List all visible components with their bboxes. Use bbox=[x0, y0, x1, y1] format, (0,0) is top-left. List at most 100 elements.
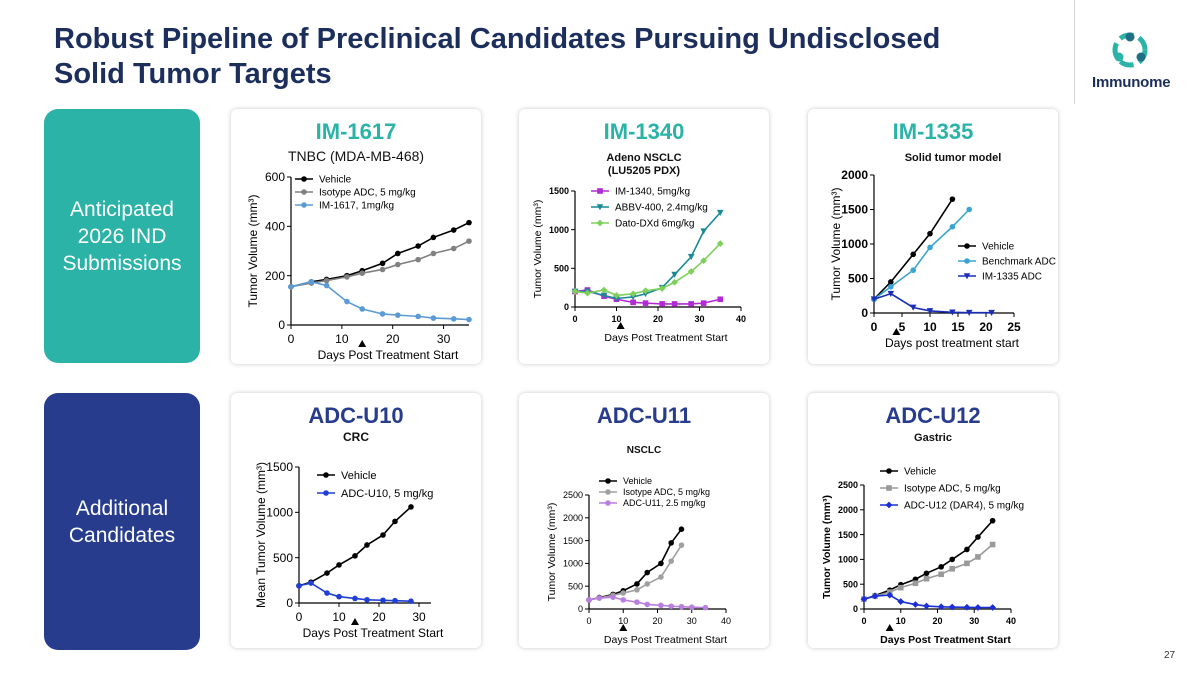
series-1 bbox=[871, 196, 956, 302]
x-axis-label: Days Post Treatment Start bbox=[318, 348, 459, 362]
chart-subtitle: CRC bbox=[343, 430, 369, 444]
data-point bbox=[634, 587, 640, 593]
data-point bbox=[450, 227, 457, 233]
y-tick-label: 1000 bbox=[549, 225, 569, 235]
data-point bbox=[600, 286, 608, 294]
data-point bbox=[600, 292, 608, 299]
data-point bbox=[642, 287, 649, 295]
data-point bbox=[658, 560, 664, 567]
y-tick-label: 500 bbox=[843, 579, 858, 589]
data-point bbox=[948, 603, 956, 611]
x-tick-label: 10 bbox=[923, 320, 937, 334]
legend-swatch-marker bbox=[963, 273, 971, 280]
x-tick-label: 0 bbox=[861, 616, 866, 626]
y-tick-label: 0 bbox=[286, 596, 293, 610]
data-point bbox=[949, 309, 956, 316]
data-point bbox=[964, 546, 970, 553]
data-point bbox=[634, 599, 640, 605]
data-point bbox=[430, 250, 437, 257]
data-point bbox=[910, 251, 916, 258]
data-point bbox=[870, 296, 878, 303]
data-point bbox=[717, 296, 724, 303]
chart-im1617: IM-1617 TNBC (MDA-MB-468) 0 200 400 600 0 10 20 3… bbox=[246, 119, 472, 362]
data-point bbox=[352, 553, 358, 559]
data-point bbox=[949, 566, 955, 572]
data-point bbox=[700, 257, 708, 264]
page-title: Robust Pipeline of Preclinical Candidate… bbox=[54, 23, 941, 90]
data-point bbox=[700, 228, 707, 235]
legend-label: IM-1335 ADC bbox=[982, 272, 1042, 283]
data-point bbox=[888, 283, 894, 290]
data-point bbox=[596, 595, 603, 601]
y-tick-label: 500 bbox=[554, 263, 569, 273]
x-axis-label: Days Post Treatment Start bbox=[880, 634, 1011, 646]
y-tick-label: 2500 bbox=[563, 490, 583, 500]
data-point bbox=[678, 526, 685, 532]
data-point bbox=[668, 540, 674, 546]
legend-swatch-marker bbox=[964, 243, 970, 249]
legend-swatch-marker bbox=[605, 500, 611, 506]
series-3 bbox=[586, 594, 709, 611]
data-point bbox=[336, 562, 342, 568]
dosing-marker-icon bbox=[616, 322, 625, 329]
chart-subtitle: NSCLC bbox=[627, 445, 661, 456]
data-point bbox=[395, 250, 401, 257]
chart-title: ADC-U10 bbox=[308, 403, 403, 428]
y-tick-label: 2000 bbox=[563, 513, 583, 523]
x-tick-label: 0 bbox=[871, 320, 878, 334]
x-tick-label: 0 bbox=[288, 332, 295, 346]
data-point bbox=[989, 541, 996, 548]
data-point bbox=[620, 590, 627, 596]
data-point bbox=[687, 253, 695, 261]
series-1 bbox=[288, 219, 472, 290]
sidebar-bottom-label: Additional Candidates bbox=[68, 496, 176, 547]
data-point bbox=[912, 601, 919, 608]
chart-adcu11: ADC-U11 NSCLC 0 500 1000 1500 2000 2500 0 10 20 30 4… bbox=[546, 403, 731, 646]
legend-swatch-marker bbox=[886, 485, 892, 491]
y-tick-label: 1000 bbox=[841, 237, 868, 251]
data-point bbox=[364, 597, 370, 603]
sidebar-additional-candidates: Additional Candidates bbox=[44, 393, 200, 650]
data-point bbox=[466, 316, 472, 323]
x-axis-label: Days Post Treatment Start bbox=[604, 332, 727, 344]
data-point bbox=[430, 234, 437, 241]
data-point bbox=[897, 598, 905, 605]
x-tick-label: 20 bbox=[653, 314, 663, 324]
data-point bbox=[937, 603, 945, 611]
legend-label: ADC-U10, 5 mg/kg bbox=[341, 488, 433, 500]
x-axis-label: Days Post Treatment Start bbox=[604, 634, 727, 646]
chart-title: IM-1335 bbox=[893, 119, 974, 144]
legend-label: ADC-U12 (DAR4), 5 mg/kg bbox=[904, 501, 1024, 512]
sidebar-top-label: Anticipated 2026 IND Submissions bbox=[62, 197, 182, 275]
y-tick-label: 0 bbox=[564, 302, 569, 312]
chart-title: IM-1617 bbox=[316, 119, 397, 144]
data-point bbox=[949, 196, 956, 202]
data-point bbox=[415, 313, 421, 320]
legend-label: Vehicle bbox=[904, 467, 937, 478]
series-2 bbox=[586, 542, 685, 603]
data-point bbox=[659, 301, 665, 307]
series-line bbox=[873, 292, 992, 314]
data-point bbox=[671, 271, 678, 278]
y-tick-label: 600 bbox=[265, 170, 285, 184]
data-point bbox=[687, 268, 695, 275]
data-point bbox=[642, 300, 649, 306]
data-point bbox=[988, 309, 995, 316]
x-tick-label: 10 bbox=[335, 332, 349, 346]
header-divider bbox=[1074, 0, 1075, 104]
data-point bbox=[336, 593, 342, 600]
x-tick-label: 30 bbox=[694, 314, 704, 324]
y-axis-label: Tumor Volume (mm³) bbox=[829, 188, 843, 301]
series-3 bbox=[870, 290, 995, 316]
legend-label: Isotype ADC, 5 mg/kg bbox=[319, 188, 416, 199]
x-tick-label: 10 bbox=[332, 610, 346, 624]
legend-label: ADC-U11, 2.5 mg/kg bbox=[623, 498, 705, 508]
data-point bbox=[989, 517, 996, 524]
data-point bbox=[634, 581, 640, 587]
data-point bbox=[296, 582, 302, 589]
data-point bbox=[308, 279, 315, 285]
data-point bbox=[910, 267, 916, 274]
dosing-marker-icon bbox=[892, 328, 901, 335]
legend-swatch-marker bbox=[886, 468, 892, 474]
data-point bbox=[965, 309, 973, 316]
